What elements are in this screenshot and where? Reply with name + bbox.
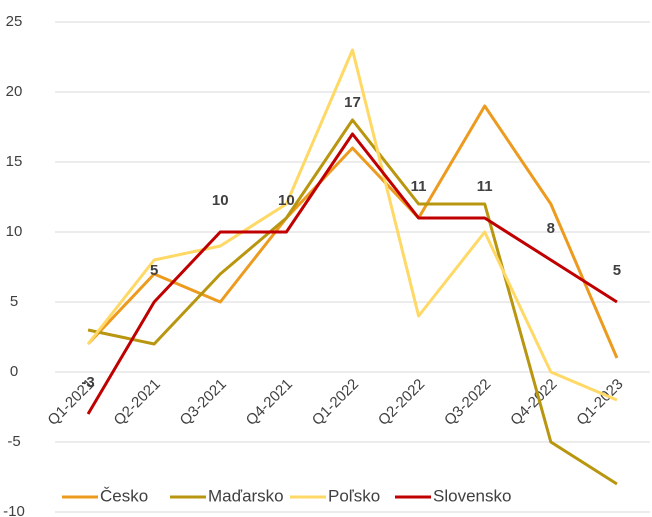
data-label: 10 [212,192,229,209]
data-label: 8 [547,220,555,237]
y-tick-label: 10 [6,223,23,240]
legend-label: Slovensko [433,486,511,505]
data-label: 17 [344,94,361,111]
data-label: 5 [613,262,621,279]
y-tick-label: -5 [7,433,20,450]
x-tick-label: Q3-2021 [177,376,230,429]
x-tick-label: Q4-2021 [243,376,296,429]
y-tick-label: 25 [6,13,23,30]
series-line [86,104,619,359]
y-tick-label: -10 [3,503,25,517]
x-tick-label: Q2-2022 [375,376,428,429]
data-label: -3 [81,374,94,391]
data-label: 10 [278,192,295,209]
legend-label: Maďarsko [208,486,284,505]
x-tick-label: Q1-2022 [309,376,362,429]
series-line [86,132,618,415]
data-label: 11 [477,178,493,195]
y-tick-label: 5 [10,293,18,310]
data-label: 11 [411,178,427,195]
x-tick-label: Q3-2022 [441,376,494,429]
series-line [86,48,618,402]
legend-label: Poľsko [328,486,380,505]
legend-label: Česko [100,486,148,505]
x-tick-label: Q2-2021 [111,376,164,429]
data-label: 5 [150,262,158,279]
y-tick-label: 15 [6,153,23,170]
series-line [87,118,618,486]
y-tick-label: 0 [10,363,18,380]
y-tick-label: 20 [6,83,23,100]
